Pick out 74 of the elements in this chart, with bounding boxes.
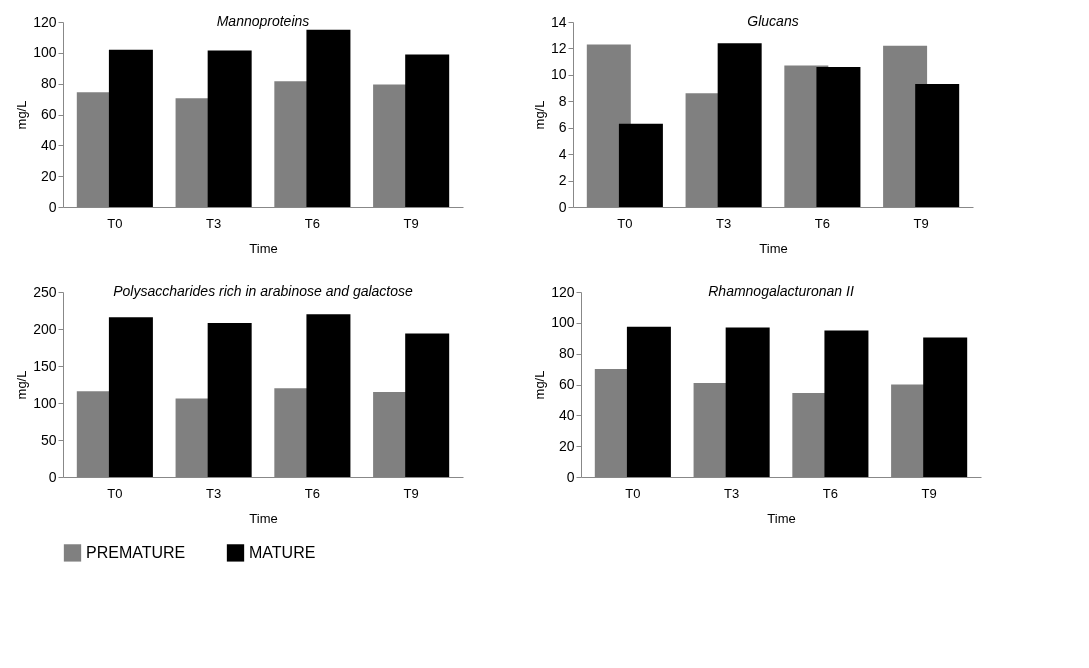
bar — [816, 66, 861, 207]
bar — [108, 49, 153, 207]
x-tick-label: T0 — [625, 485, 641, 501]
bar — [915, 84, 960, 207]
chart-title: Polysaccharides rich in arabinose and galactose — [113, 283, 414, 299]
x-tick-label: T0 — [107, 485, 123, 501]
x-tick-label: T0 — [107, 215, 123, 231]
bar — [717, 43, 762, 207]
bar — [626, 326, 671, 477]
y-tick-label: 120 — [551, 283, 575, 300]
y-axis-title: mg/L — [532, 370, 548, 400]
y-tick-label: 12 — [550, 39, 567, 56]
y-axis-title: mg/L — [14, 370, 30, 400]
chart-title: Rhamnogalacturonan II — [708, 283, 854, 299]
chart-title: Mannoproteins — [216, 13, 310, 29]
y-tick-label: 40 — [558, 406, 575, 423]
bar — [618, 123, 663, 207]
bar — [725, 327, 770, 477]
bar — [405, 54, 450, 207]
x-tick-label: T9 — [913, 215, 929, 231]
y-tick-label: 6 — [558, 119, 567, 136]
y-tick-label: 2 — [558, 172, 567, 189]
x-tick-label: T3 — [206, 215, 222, 231]
y-tick-label: 20 — [558, 437, 575, 454]
y-tick-label: 60 — [40, 106, 57, 122]
y-tick-label: 100 — [551, 314, 575, 331]
bar — [306, 29, 351, 207]
y-tick-label: 14 — [550, 13, 567, 30]
y-tick-label: 60 — [558, 376, 575, 392]
y-tick-label: 80 — [558, 345, 575, 362]
y-tick-label: 100 — [33, 394, 57, 411]
y-tick-label: 150 — [33, 357, 57, 374]
x-tick-label: T6 — [822, 485, 838, 501]
y-tick-label: 50 — [40, 431, 57, 448]
bar — [207, 50, 252, 207]
bar — [824, 330, 869, 477]
x-tick-label: T0 — [617, 215, 633, 231]
bar — [306, 314, 351, 477]
bar — [923, 337, 968, 477]
x-tick-label: T3 — [716, 215, 732, 231]
y-tick-label: 100 — [33, 44, 57, 61]
legend-label: MATURE — [249, 543, 316, 561]
y-tick-label: 0 — [558, 198, 567, 215]
y-tick-label: 0 — [48, 468, 57, 485]
y-axis-title: mg/L — [14, 100, 30, 130]
y-axis-title: mg/L — [531, 100, 547, 130]
x-tick-label: T9 — [403, 485, 419, 501]
x-axis-title: Time — [249, 510, 278, 526]
y-tick-label: 40 — [40, 136, 57, 153]
x-tick-label: T3 — [206, 485, 222, 501]
y-tick-label: 0 — [48, 198, 57, 215]
x-axis-title: Time — [767, 510, 796, 526]
x-tick-label: T9 — [921, 485, 937, 501]
y-tick-label: 80 — [40, 75, 57, 92]
x-tick-label: T9 — [403, 215, 419, 231]
y-tick-label: 250 — [33, 283, 57, 300]
y-tick-label: 120 — [33, 13, 57, 30]
y-tick-label: 10 — [550, 66, 567, 83]
bar — [207, 323, 252, 477]
y-tick-label: 200 — [33, 320, 57, 337]
x-tick-label: T6 — [304, 215, 320, 231]
y-tick-label: 20 — [40, 167, 57, 184]
y-tick-label: 4 — [558, 145, 567, 162]
bar — [108, 317, 153, 477]
x-axis-title: Time — [759, 240, 788, 256]
legend-label: PREMATURE — [86, 543, 186, 561]
x-tick-label: T6 — [814, 215, 830, 231]
y-tick-label: 8 — [558, 92, 567, 109]
x-axis-title: Time — [249, 240, 278, 256]
bar — [405, 333, 450, 477]
chart-title: Glucans — [747, 13, 799, 29]
x-tick-label: T3 — [724, 485, 740, 501]
x-tick-label: T6 — [304, 485, 320, 501]
y-tick-label: 0 — [566, 468, 575, 485]
